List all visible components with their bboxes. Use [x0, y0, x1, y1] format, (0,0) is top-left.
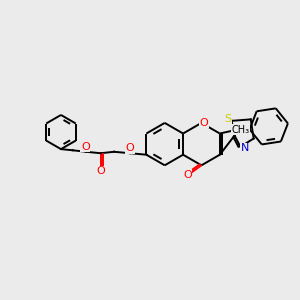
Text: O: O: [183, 170, 192, 180]
Text: O: O: [200, 118, 208, 128]
Text: O: O: [81, 142, 90, 152]
Text: N: N: [241, 143, 249, 153]
Text: O: O: [96, 167, 105, 176]
Text: O: O: [126, 143, 134, 153]
Text: S: S: [224, 114, 232, 124]
Text: CH₃: CH₃: [231, 125, 250, 135]
